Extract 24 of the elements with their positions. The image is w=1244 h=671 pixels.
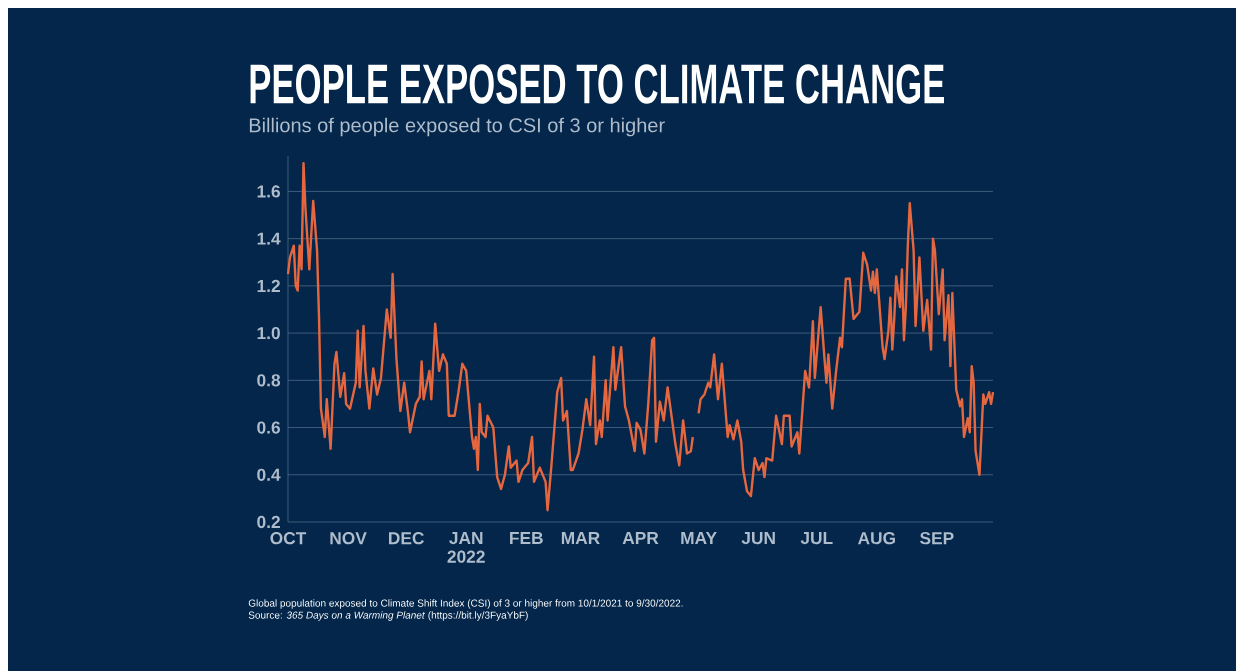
x-tick-label: FEB: [510, 532, 543, 544]
x-tick-label: DEC: [389, 532, 424, 545]
text: Global population exposed to Climate Shift Index (CSI) of 3 or higher from 10/1/2021 to 9/30/2022.: [248, 599, 683, 609]
x-tick-label: JUL: [800, 532, 833, 545]
x-tick-label: NOV: [330, 532, 367, 545]
x-tick-label: OCT: [270, 532, 307, 545]
y-tick-label: 0.2: [257, 515, 280, 529]
y-tick-label: 1.2: [257, 279, 280, 292]
y-tick-label: 0.4: [257, 468, 281, 481]
x-tick-label: JAN 2022: [447, 532, 485, 563]
y-tick-label: 0.6: [257, 421, 280, 434]
x-tick-label: AUG: [857, 532, 895, 545]
y-tick-label: 0.8: [257, 374, 281, 387]
y-tick-label: 1.4: [257, 232, 281, 245]
x-tick-label: JUN: [741, 532, 775, 545]
x-tick-label: MAR: [561, 532, 600, 544]
x-tick-label: APR: [622, 532, 659, 544]
x-tick-label: MAY: [681, 532, 717, 544]
chart-title: PEOPLE EXPOSED TO CLIMATE CHANGE: [250, 64, 944, 104]
chart-subtitle: Billions of people exposed to CSI of 3 or higher: [249, 117, 665, 137]
x-tick-label: SEP: [920, 532, 954, 545]
source-note: Source: 365 Days on a Warming Planet (https://bit.ly/3FyaYbF): [248, 611, 528, 621]
y-tick-label: 1.0: [257, 326, 280, 340]
y-tick-label: 1.6: [257, 185, 280, 198]
